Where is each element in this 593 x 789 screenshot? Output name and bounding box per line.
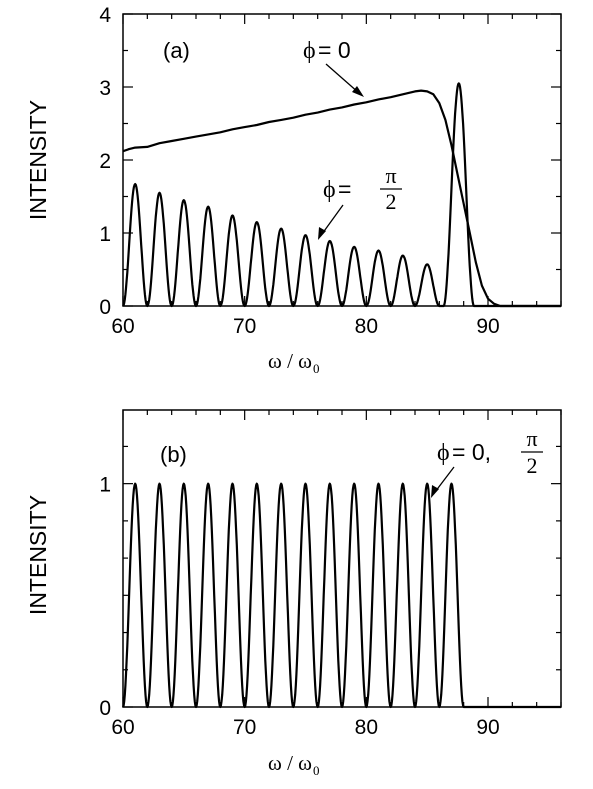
panel-b-label: (b) bbox=[160, 442, 187, 467]
annotation-phi-pi-2-arrow bbox=[321, 204, 344, 235]
y-tick-label: 1 bbox=[99, 223, 111, 246]
annotation-b-arrowhead bbox=[431, 485, 439, 498]
annotation-b-eq: = 0, bbox=[452, 439, 491, 465]
series-phi-0-pi-over-2-line bbox=[121, 482, 561, 709]
annotation-phi-0-eq: = 0 bbox=[318, 37, 351, 63]
panel-a-x-axis-label: ω / ω bbox=[268, 349, 312, 373]
panel-a: 60 70 80 90 0 1 2 3 4 (a) ϕ = 0 ϕ = π 2 INTENSIT… bbox=[25, 4, 562, 376]
panel-a-tick-labels: 60 70 80 90 0 1 2 3 4 bbox=[99, 4, 499, 338]
x-tick-label: 60 bbox=[111, 716, 134, 739]
panel-b-tick-labels: 60 70 80 90 0 1 bbox=[99, 474, 499, 739]
annotation-phi-0: ϕ = 0 bbox=[303, 37, 364, 97]
annotation-b-num: π bbox=[526, 426, 537, 451]
annotation-phi-pi-2-phi: ϕ bbox=[323, 177, 336, 203]
panel-b-x-axis-label-sub: 0 bbox=[313, 763, 320, 778]
annotation-b-arrow bbox=[434, 466, 455, 493]
y-tick-label: 0 bbox=[99, 697, 111, 720]
annotation-phi-0-pi-2: ϕ = 0, π 2 bbox=[431, 426, 543, 498]
x-tick-label: 80 bbox=[355, 716, 378, 739]
annotation-phi-pi-2-arrowhead bbox=[318, 227, 326, 240]
annotation-phi-0-arrow bbox=[325, 63, 360, 94]
panel-a-ticks bbox=[122, 13, 562, 307]
panel-b: 60 70 80 90 0 1 (b) ϕ = 0, π 2 INTENSITY ω / … bbox=[25, 409, 562, 778]
series-phi-pi-over-2-line bbox=[122, 82, 561, 308]
series-phi-0-line bbox=[122, 89, 561, 308]
panel-a-x-axis-label-sub: 0 bbox=[313, 361, 320, 376]
y-tick-label: 1 bbox=[99, 474, 111, 497]
y-tick-label: 3 bbox=[99, 77, 111, 100]
annotation-phi-pi-2-den: 2 bbox=[386, 189, 397, 214]
panel-a-label: (a) bbox=[163, 38, 190, 63]
annotation-b-den: 2 bbox=[527, 453, 538, 478]
x-tick-label: 90 bbox=[476, 716, 499, 739]
panel-b-y-axis-label: INTENSITY bbox=[25, 495, 51, 615]
panel-b-x-axis-label: ω / ω bbox=[268, 751, 312, 775]
y-tick-label: 4 bbox=[99, 4, 111, 27]
annotation-phi-pi-2-num: π bbox=[385, 163, 396, 188]
y-tick-label: 0 bbox=[99, 296, 111, 319]
annotation-phi-pi-2-eq: = bbox=[338, 176, 351, 202]
x-tick-label: 70 bbox=[233, 315, 256, 338]
x-tick-label: 60 bbox=[111, 315, 134, 338]
annotation-b-phi: ϕ bbox=[437, 440, 450, 466]
x-tick-label: 70 bbox=[233, 716, 256, 739]
x-tick-label: 90 bbox=[476, 315, 499, 338]
panel-a-y-axis-label: INTENSITY bbox=[25, 100, 51, 220]
annotation-phi-pi-2: ϕ = π 2 bbox=[318, 163, 402, 240]
x-tick-label: 80 bbox=[355, 315, 378, 338]
y-tick-label: 2 bbox=[99, 150, 111, 173]
annotation-phi-0-phi: ϕ bbox=[303, 38, 316, 64]
annotation-phi-0-arrowhead bbox=[352, 86, 364, 97]
